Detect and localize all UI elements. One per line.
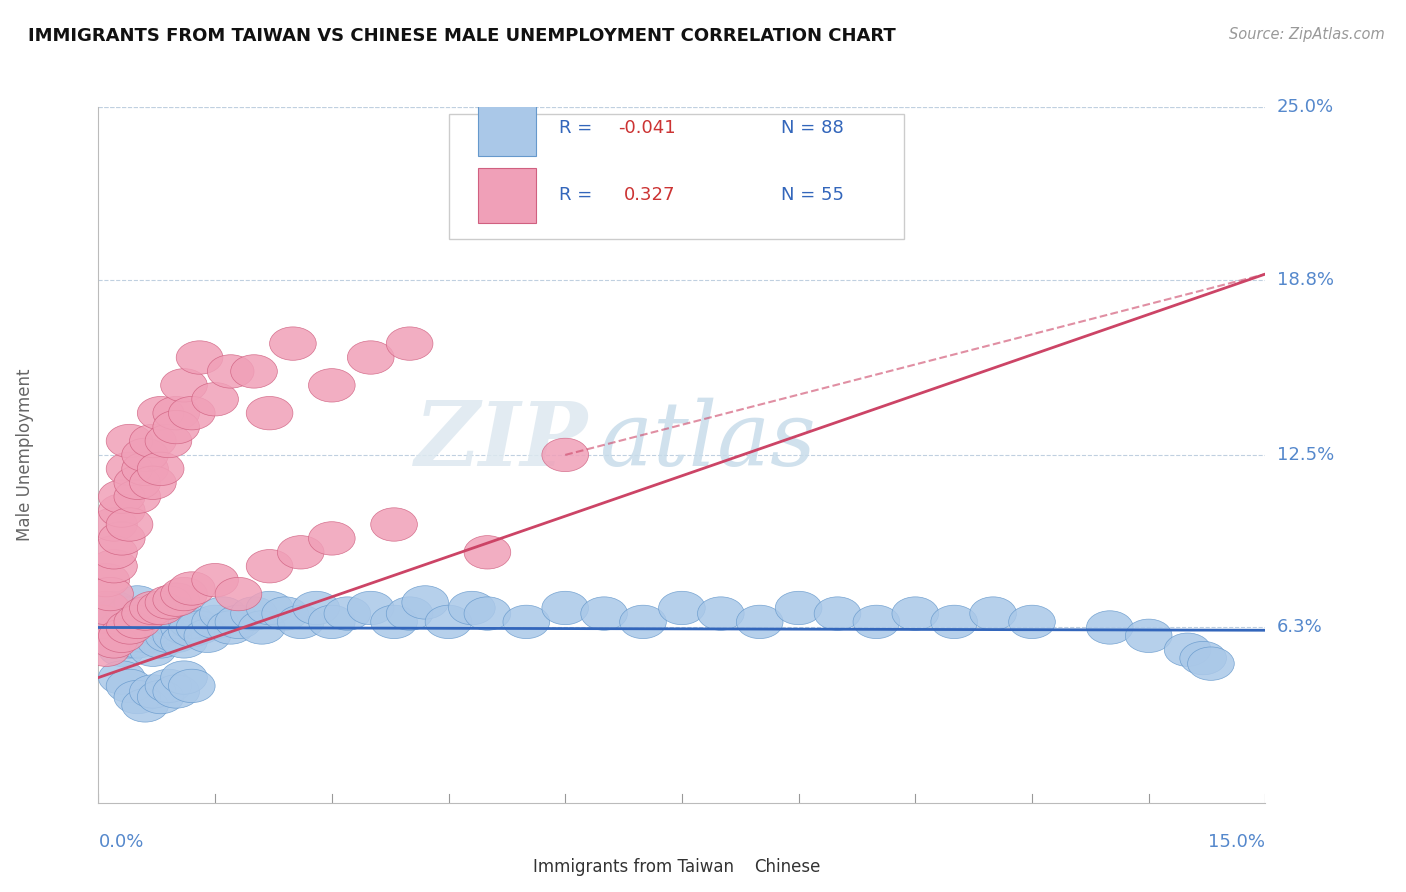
Text: Source: ZipAtlas.com: Source: ZipAtlas.com	[1229, 27, 1385, 42]
FancyBboxPatch shape	[702, 846, 747, 888]
Text: R =: R =	[560, 119, 599, 136]
Text: IMMIGRANTS FROM TAIWAN VS CHINESE MALE UNEMPLOYMENT CORRELATION CHART: IMMIGRANTS FROM TAIWAN VS CHINESE MALE U…	[28, 27, 896, 45]
Text: atlas: atlas	[600, 398, 815, 484]
Text: 25.0%: 25.0%	[1277, 98, 1334, 116]
Text: 18.8%: 18.8%	[1277, 270, 1333, 289]
Text: Immigrants from Taiwan: Immigrants from Taiwan	[533, 858, 734, 876]
Text: -0.041: -0.041	[617, 119, 675, 136]
Text: Male Unemployment: Male Unemployment	[17, 368, 34, 541]
Text: N = 88: N = 88	[782, 119, 844, 136]
Text: ZIP: ZIP	[415, 398, 589, 484]
FancyBboxPatch shape	[479, 846, 524, 888]
Text: 15.0%: 15.0%	[1208, 833, 1265, 851]
Text: 0.327: 0.327	[623, 186, 675, 204]
FancyBboxPatch shape	[449, 114, 904, 239]
Text: Chinese: Chinese	[754, 858, 821, 876]
FancyBboxPatch shape	[478, 168, 536, 223]
FancyBboxPatch shape	[478, 100, 536, 156]
Text: 12.5%: 12.5%	[1277, 446, 1334, 464]
Text: 6.3%: 6.3%	[1277, 618, 1322, 637]
Text: 0.0%: 0.0%	[98, 833, 143, 851]
Text: R =: R =	[560, 186, 605, 204]
Text: N = 55: N = 55	[782, 186, 844, 204]
